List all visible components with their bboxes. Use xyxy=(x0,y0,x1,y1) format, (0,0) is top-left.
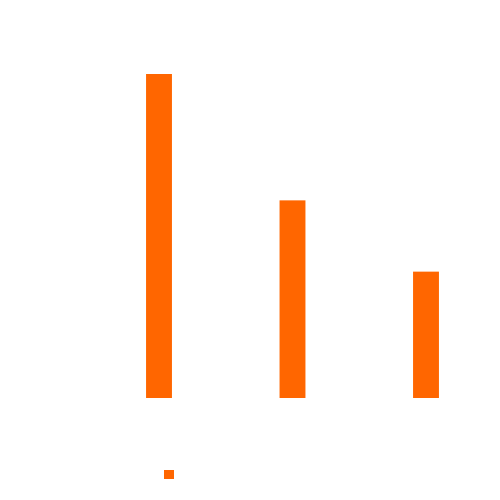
bar xyxy=(413,271,439,398)
bar xyxy=(279,200,306,398)
legend-swatch xyxy=(164,470,174,479)
bar xyxy=(146,74,172,398)
